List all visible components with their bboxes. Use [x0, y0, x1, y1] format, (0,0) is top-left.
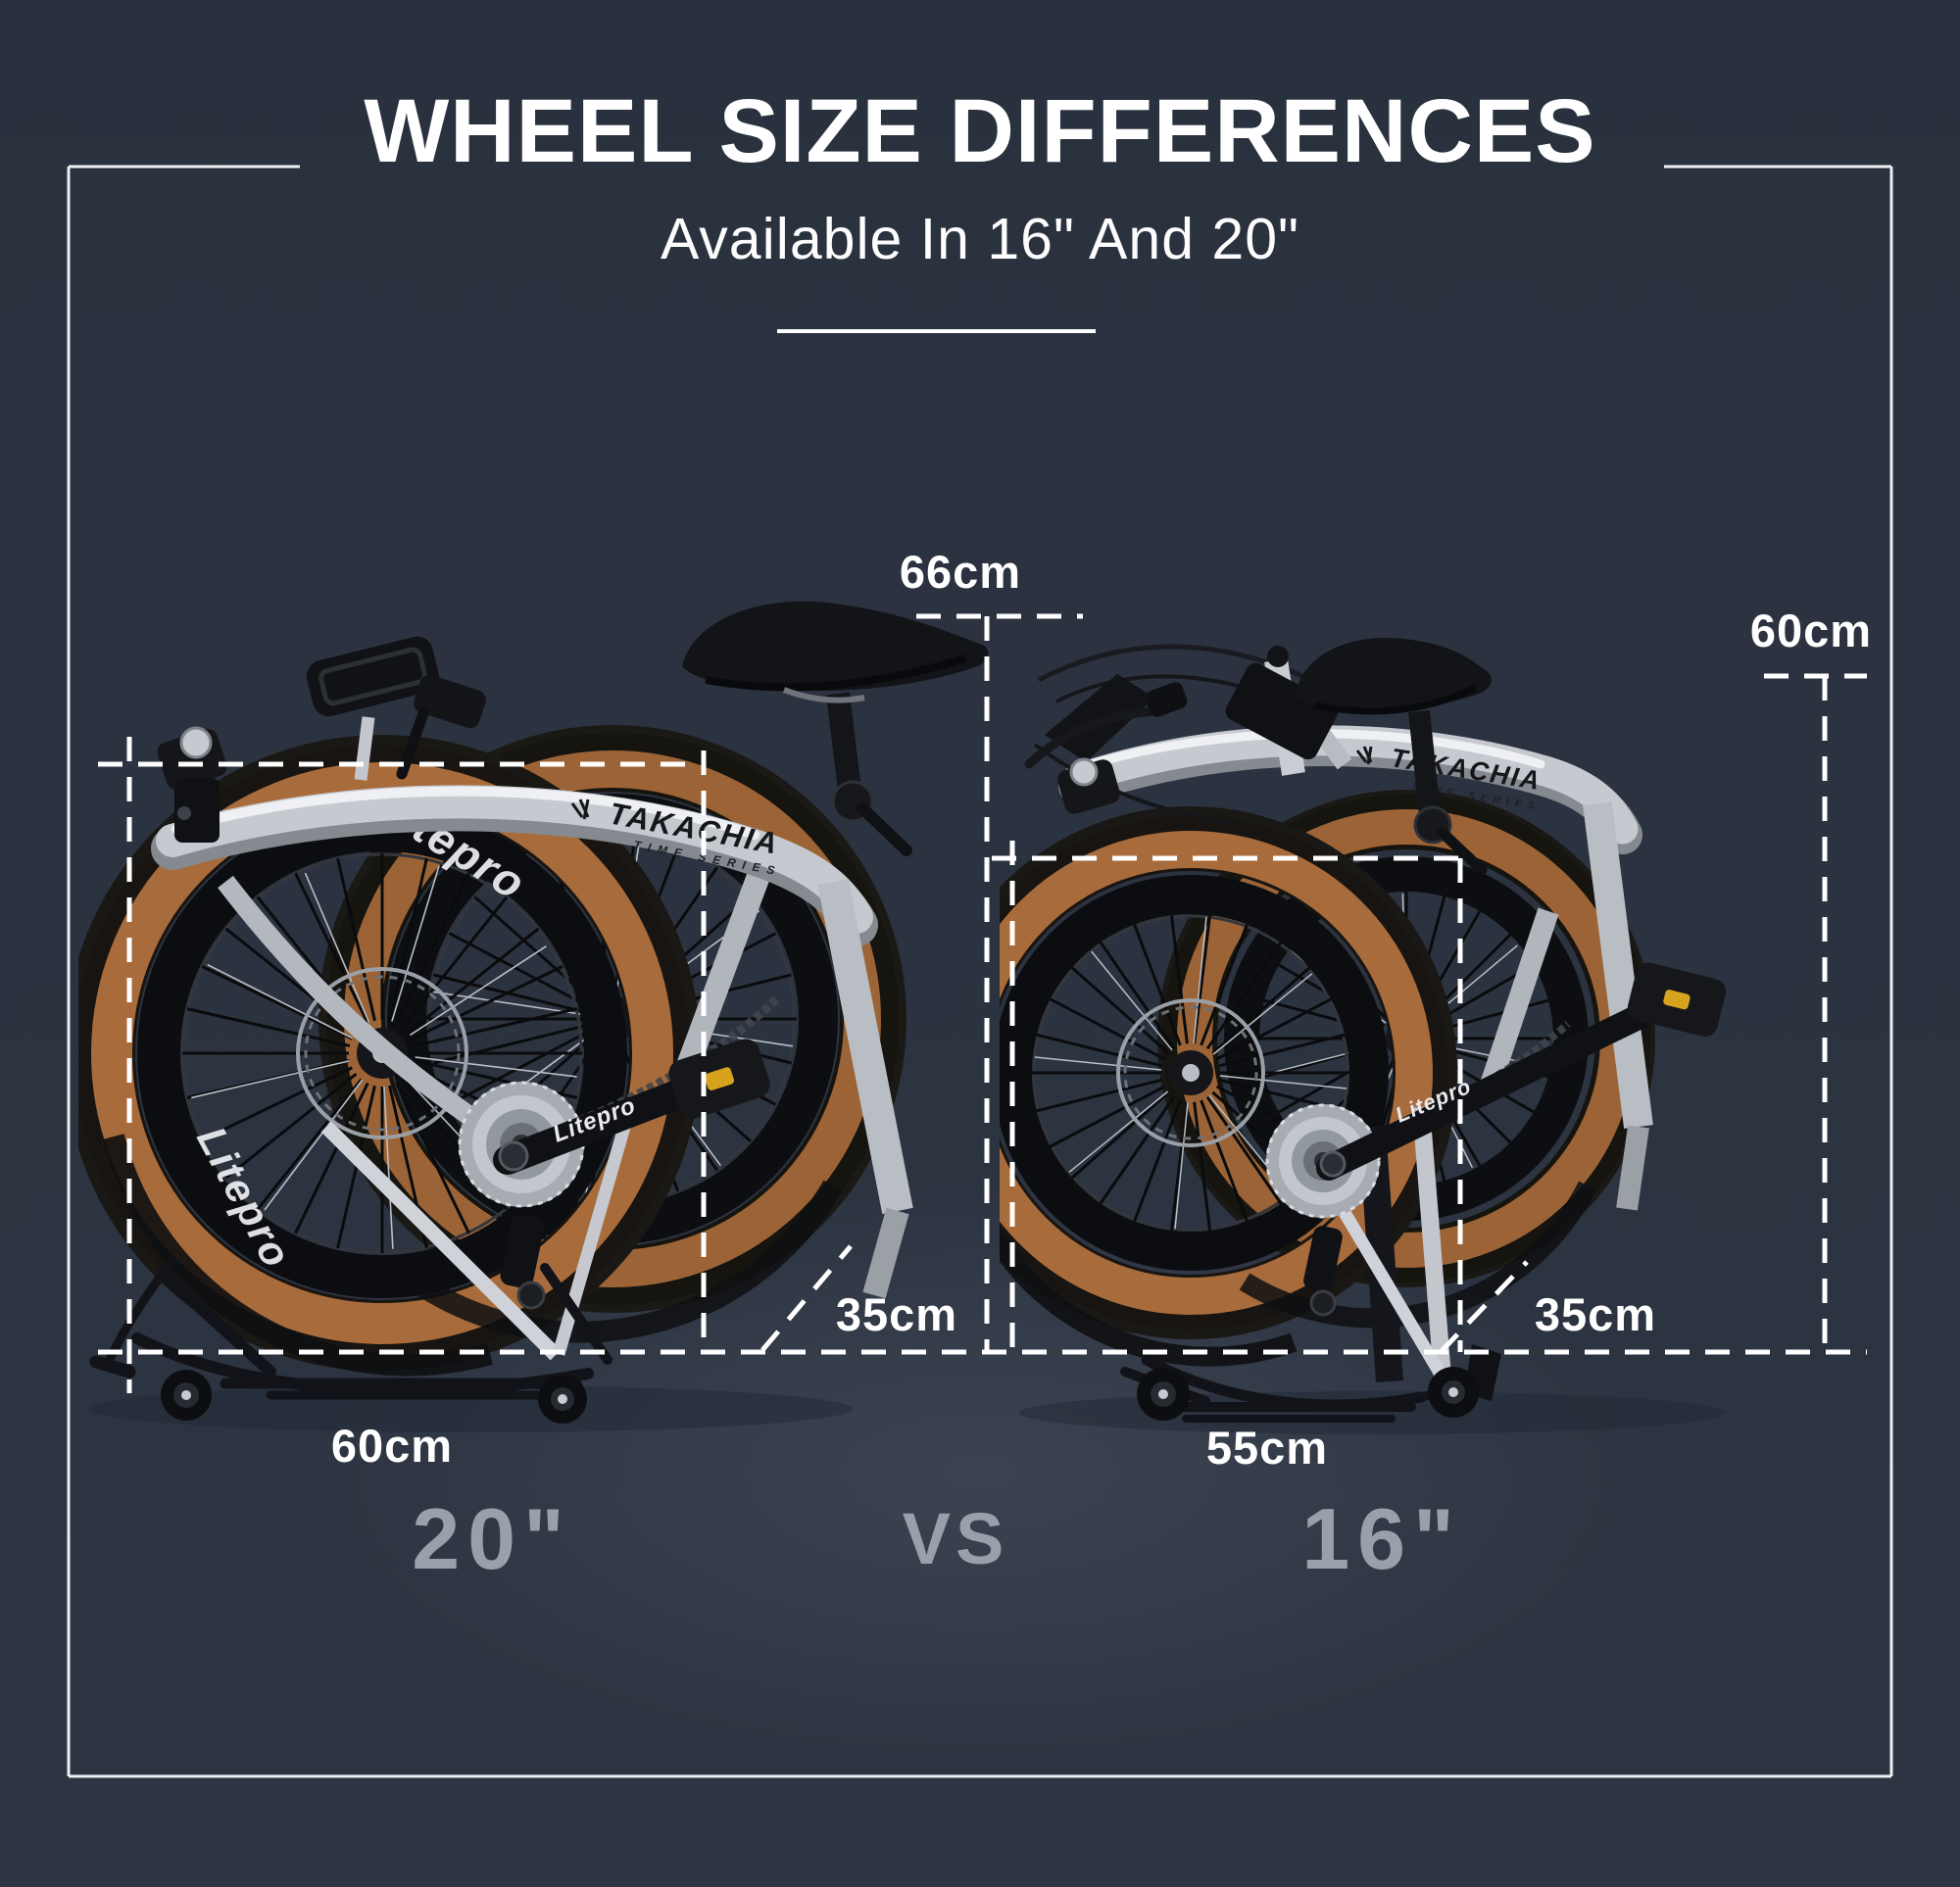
right-depth-leader [1439, 1260, 1529, 1354]
left-wheel-size-label: 20" [412, 1490, 572, 1587]
right-seat-height-label: 60cm [1749, 605, 1873, 656]
left-bike-roller-wheel [538, 1375, 587, 1424]
brand-logo-icon [1355, 746, 1373, 765]
right-bike-brake-disc [1116, 998, 1265, 1147]
right-fold-depth-label: 35cm [1534, 1288, 1657, 1340]
right-wheel-size-label: 16" [1301, 1490, 1462, 1587]
measurement-lines [98, 613, 1867, 1393]
left-bike-brake-disc [296, 967, 468, 1139]
left-bike-roller-wheel [161, 1370, 212, 1421]
left-bike-seatpost [826, 692, 912, 856]
left-bike-handlepost-clamp [157, 726, 227, 843]
left-bike-saddle [682, 601, 989, 703]
right-bike-seatpost [1408, 709, 1488, 876]
right-bike-handlebar [1024, 644, 1352, 825]
left-bike-fender [103, 1134, 493, 1377]
left-bike-stem-clamp [396, 674, 486, 780]
left-fold-depth-label: 35cm [835, 1288, 958, 1340]
right-fold-width-label: 55cm [1205, 1422, 1329, 1474]
brand-logo-icon [570, 798, 590, 820]
left-depth-leader [760, 1244, 853, 1352]
right-bike-fender [1000, 1226, 1298, 1367]
page-title: WHEEL SIZE DIFFERENCES [364, 81, 1596, 181]
page-subtitle: Available In 16" And 20" [661, 207, 1299, 271]
left-fold-width-label: 60cm [330, 1420, 454, 1472]
versus-label: VS [902, 1498, 1009, 1579]
right-bike-roller-wheel [1137, 1368, 1190, 1421]
right-bike-roller-wheel [1428, 1367, 1479, 1418]
left-bike-front-fender [416, 1180, 843, 1343]
right-bike-saddle [1296, 637, 1492, 715]
frame-border [67, 165, 1893, 1778]
left-seat-height-label: 66cm [899, 546, 1022, 598]
left-bike-photo: Litepro Litepro [78, 601, 989, 1432]
left-bike-folded-pedal [306, 636, 440, 781]
right-bike-photo: TAKACHIA TIME SERIES [1000, 637, 1727, 1434]
